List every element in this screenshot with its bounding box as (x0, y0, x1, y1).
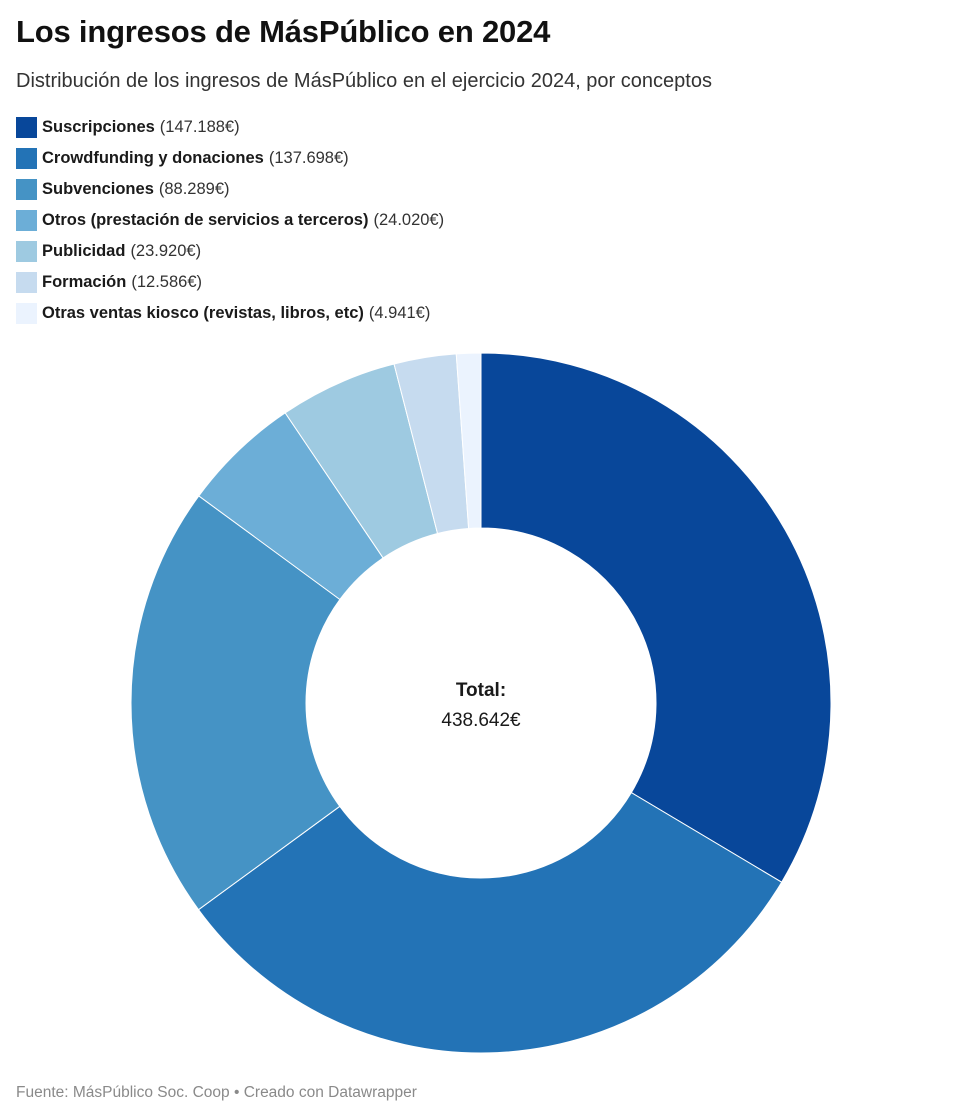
legend-item-crowdfunding: Crowdfunding y donaciones (137.698€) (16, 143, 444, 174)
chart-title: Los ingresos de MásPúblico en 2024 (16, 14, 551, 49)
legend-item-formacion: Formación (12.586€) (16, 267, 444, 298)
legend-label: Crowdfunding y donaciones (42, 149, 264, 167)
legend-value: (12.586€) (131, 273, 202, 291)
legend-item-suscripciones: Suscripciones (147.188€) (16, 112, 444, 143)
donut-slice-6 (455, 352, 482, 529)
legend-swatch (16, 117, 37, 138)
legend-swatch (16, 148, 37, 169)
legend-value: (137.698€) (268, 149, 349, 167)
legend-label: Otros (prestación de servicios a tercero… (42, 211, 369, 229)
legend-label: Suscripciones (42, 118, 155, 136)
donut-slice-1 (197, 791, 783, 1054)
legend-swatch (16, 179, 37, 200)
legend-item-otras-ventas-kiosco: Otras ventas kiosco (revistas, libros, e… (16, 298, 444, 329)
donut-slice-2 (130, 495, 341, 911)
center-total-label: Total: (456, 680, 506, 701)
legend-label: Publicidad (42, 242, 126, 260)
legend-label: Subvenciones (42, 180, 154, 198)
legend-label: Otras ventas kiosco (revistas, libros, e… (42, 304, 364, 322)
legend-label: Formación (42, 273, 127, 291)
donut-slice-0 (480, 352, 832, 883)
legend-value: (24.020€) (373, 211, 445, 229)
legend-value: (88.289€) (158, 180, 230, 198)
legend-swatch (16, 210, 37, 231)
legend-swatch (16, 303, 37, 324)
legend-value: (147.188€) (159, 118, 240, 136)
donut-chart: Total: 438.642€ (130, 352, 832, 1054)
chart-legend: Suscripciones (147.188€) Crowdfunding y … (16, 112, 444, 329)
legend-item-otros: Otros (prestación de servicios a tercero… (16, 205, 444, 236)
chart-subtitle: Distribución de los ingresos de MásPúbli… (16, 70, 712, 92)
legend-swatch (16, 272, 37, 293)
legend-value: (4.941€) (368, 304, 431, 322)
donut-slices (130, 352, 832, 1054)
legend-item-subvenciones: Subvenciones (88.289€) (16, 174, 444, 205)
chart-footer: Fuente: MásPúblico Soc. Coop • Creado co… (16, 1084, 417, 1101)
legend-swatch (16, 241, 37, 262)
legend-item-publicidad: Publicidad (23.920€) (16, 236, 444, 267)
legend-value: (23.920€) (130, 242, 202, 260)
center-total-value: 438.642€ (441, 710, 521, 731)
